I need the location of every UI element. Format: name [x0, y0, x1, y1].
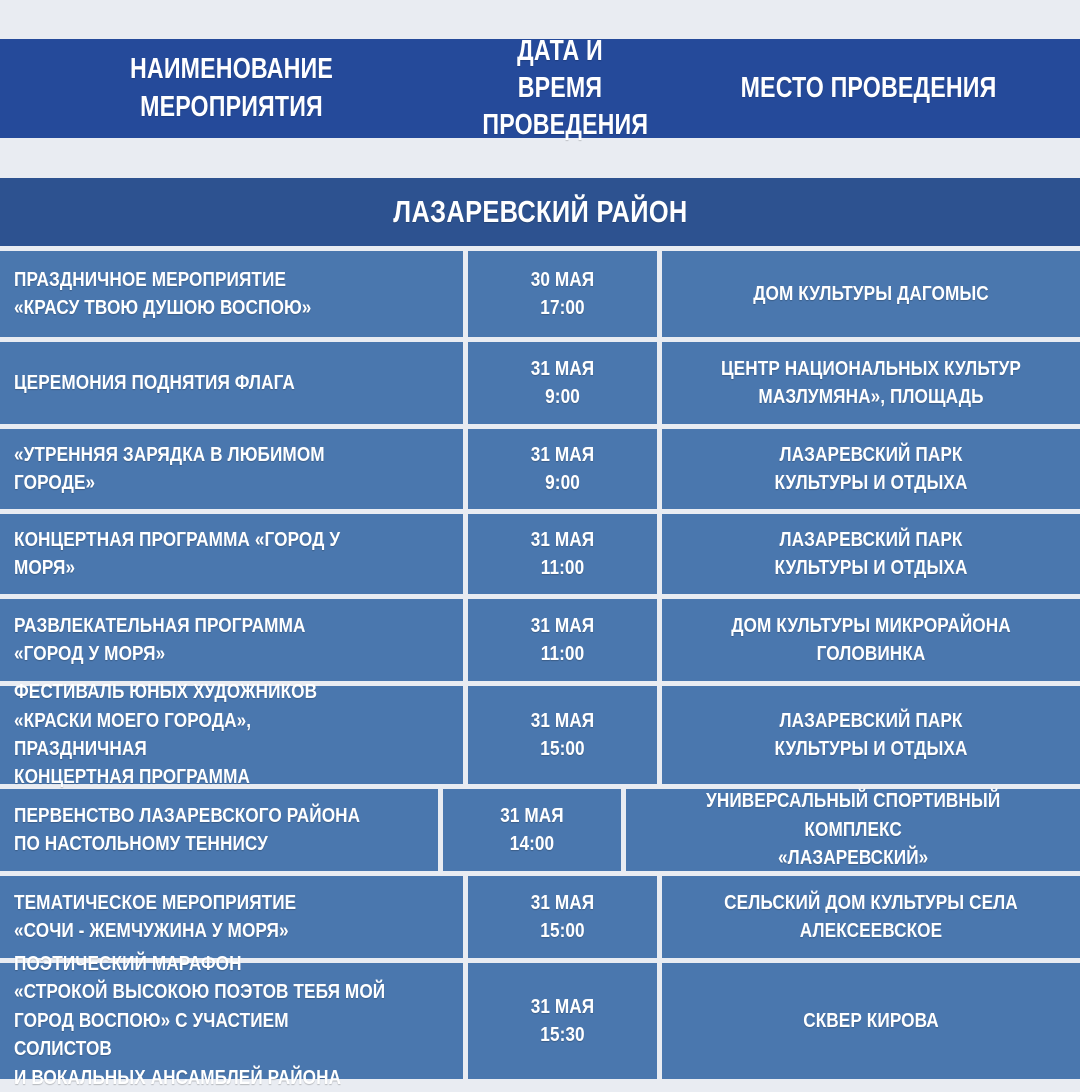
event-name-text: ПОЭТИЧЕСКИЙ МАРАФОН «СТРОКОЙ ВЫСОКОЮ ПОЭ… — [14, 953, 386, 1089]
event-venue-cell: ЛАЗАРЕВСКИЙ ПАРК КУЛЬТУРЫ И ОТДЫХА — [662, 429, 1080, 509]
event-date-text: 31 МАЯ 15:00 — [530, 891, 595, 942]
event-date-cell: 31 МАЯ 9:00 — [468, 429, 657, 509]
table-row: РАЗВЛЕКАТЕЛЬНАЯ ПРОГРАММА «ГОРОД У МОРЯ»… — [0, 594, 1080, 681]
column-header-event-name: НАИМЕНОВАНИЕ МЕРОПРИЯТИЯ — [130, 53, 333, 123]
event-name-text: ПЕРВЕНСТВО ЛАЗАРЕВСКОГО РАЙОНА ПО НАСТОЛ… — [14, 804, 361, 855]
event-date-text: 31 МАЯ 9:00 — [530, 443, 595, 494]
column-header-venue: МЕСТО ПРОВЕДЕНИЯ — [740, 71, 997, 104]
section-header-lazarevsky-district: ЛАЗАРЕВСКИЙ РАЙОН — [0, 178, 1080, 246]
section-title: ЛАЗАРЕВСКИЙ РАЙОН — [392, 194, 688, 229]
event-name-cell: ПРАЗДНИЧНОЕ МЕРОПРИЯТИЕ «КРАСУ ТВОЮ ДУШО… — [0, 251, 463, 337]
header-spacer — [0, 138, 1080, 178]
event-venue-cell: ЛАЗАРЕВСКИЙ ПАРК КУЛЬТУРЫ И ОТДЫХА — [662, 514, 1080, 594]
event-venue-text: ЛАЗАРЕВСКИЙ ПАРК КУЛЬТУРЫ И ОТДЫХА — [774, 443, 968, 494]
event-date-text: 31 МАЯ 15:00 — [530, 709, 595, 760]
event-name-text: ФЕСТИВАЛЬ ЮНЫХ ХУДОЖНИКОВ «КРАСКИ МОЕГО … — [14, 681, 318, 789]
event-venue-text: ЛАЗАРЕВСКИЙ ПАРК КУЛЬТУРЫ И ОТДЫХА — [774, 709, 968, 760]
event-name-text: КОНЦЕРТНАЯ ПРОГРАММА «ГОРОД У МОРЯ» — [14, 528, 341, 579]
event-venue-cell: СЕЛЬСКИЙ ДОМ КУЛЬТУРЫ СЕЛА АЛЕКСЕЕВСКОЕ — [662, 876, 1080, 958]
event-name-cell: ПЕРВЕНСТВО ЛАЗАРЕВСКОГО РАЙОНА ПО НАСТОЛ… — [0, 789, 438, 871]
event-venue-text: ЦЕНТР НАЦИОНАЛЬНЫХ КУЛЬТУР МАЗЛУМЯНА», П… — [721, 357, 1021, 408]
table-row: ПЕРВЕНСТВО ЛАЗАРЕВСКОГО РАЙОНА ПО НАСТОЛ… — [0, 784, 1080, 871]
table-column-header: НАИМЕНОВАНИЕ МЕРОПРИЯТИЯ ДАТА И ВРЕМЯ ПР… — [0, 35, 1080, 141]
event-venue-text: СКВЕР КИРОВА — [803, 1009, 939, 1032]
table-row: ТЕМАТИЧЕСКОЕ МЕРОПРИЯТИЕ «СОЧИ - ЖЕМЧУЖИ… — [0, 871, 1080, 958]
event-date-text: 31 МАЯ 9:00 — [530, 357, 595, 408]
events-table-body: ПРАЗДНИЧНОЕ МЕРОПРИЯТИЕ «КРАСУ ТВОЮ ДУШО… — [0, 246, 1080, 1089]
event-venue-text: УНИВЕРСАЛЬНЫЙ СПОРТИВНЫЙ КОМПЛЕКС «ЛАЗАР… — [705, 790, 1000, 870]
event-date-cell: 31 МАЯ 11:00 — [468, 599, 657, 681]
event-date-cell: 31 МАЯ 11:00 — [468, 514, 657, 594]
event-name-cell: ФЕСТИВАЛЬ ЮНЫХ ХУДОЖНИКОВ «КРАСКИ МОЕГО … — [0, 681, 463, 788]
event-venue-cell: ДОМ КУЛЬТУРЫ ДАГОМЫС — [662, 251, 1080, 337]
event-date-text: 31 МАЯ 14:00 — [499, 804, 564, 855]
event-name-text: ЦЕРЕМОНИЯ ПОДНЯТИЯ ФЛАГА — [14, 371, 295, 394]
event-date-cell: 31 МАЯ 15:00 — [468, 686, 657, 784]
event-name-cell: ТЕМАТИЧЕСКОЕ МЕРОПРИЯТИЕ «СОЧИ - ЖЕМЧУЖИ… — [0, 876, 463, 958]
event-venue-cell: ЛАЗАРЕВСКИЙ ПАРК КУЛЬТУРЫ И ОТДЫХА — [662, 686, 1080, 784]
event-date-cell: 31 МАЯ 15:30 — [468, 963, 657, 1079]
event-name-cell: «УТРЕННЯЯ ЗАРЯДКА В ЛЮБИМОМ ГОРОДЕ» — [0, 429, 463, 509]
event-venue-text: ЛАЗАРЕВСКИЙ ПАРК КУЛЬТУРЫ И ОТДЫХА — [774, 528, 968, 579]
table-row: ПРАЗДНИЧНОЕ МЕРОПРИЯТИЕ «КРАСУ ТВОЮ ДУШО… — [0, 246, 1080, 337]
table-row: ПОЭТИЧЕСКИЙ МАРАФОН «СТРОКОЙ ВЫСОКОЮ ПОЭ… — [0, 953, 1080, 1089]
event-name-text: ПРАЗДНИЧНОЕ МЕРОПРИЯТИЕ «КРАСУ ТВОЮ ДУШО… — [14, 268, 312, 319]
event-name-cell: ЦЕРЕМОНИЯ ПОДНЯТИЯ ФЛАГА — [0, 342, 463, 424]
event-venue-text: СЕЛЬСКИЙ ДОМ КУЛЬТУРЫ СЕЛА АЛЕКСЕЕВСКОЕ — [724, 891, 1018, 942]
event-date-cell: 31 МАЯ 9:00 — [468, 342, 657, 424]
column-header-date-time: ДАТА И ВРЕМЯ ПРОВЕДЕНИЯ — [482, 34, 649, 142]
event-name-text: ТЕМАТИЧЕСКОЕ МЕРОПРИЯТИЕ «СОЧИ - ЖЕМЧУЖИ… — [14, 891, 297, 942]
event-venue-cell: СКВЕР КИРОВА — [662, 963, 1080, 1079]
event-name-cell: КОНЦЕРТНАЯ ПРОГРАММА «ГОРОД У МОРЯ» — [0, 514, 463, 594]
event-venue-text: ДОМ КУЛЬТУРЫ ДАГОМЫС — [753, 282, 989, 305]
event-date-text: 31 МАЯ 15:30 — [530, 995, 595, 1046]
table-row: «УТРЕННЯЯ ЗАРЯДКА В ЛЮБИМОМ ГОРОДЕ» 31 М… — [0, 424, 1080, 509]
event-venue-cell: УНИВЕРСАЛЬНЫЙ СПОРТИВНЫЙ КОМПЛЕКС «ЛАЗАР… — [625, 789, 1080, 871]
event-name-cell: РАЗВЛЕКАТЕЛЬНАЯ ПРОГРАММА «ГОРОД У МОРЯ» — [0, 599, 463, 681]
event-date-text: 30 МАЯ 17:00 — [530, 268, 595, 319]
event-date-text: 31 МАЯ 11:00 — [530, 614, 595, 665]
event-name-text: «УТРЕННЯЯ ЗАРЯДКА В ЛЮБИМОМ ГОРОДЕ» — [14, 443, 325, 494]
event-venue-cell: ДОМ КУЛЬТУРЫ МИКРОРАЙОНА ГОЛОВИНКА — [662, 599, 1080, 681]
event-date-cell: 30 МАЯ 17:00 — [468, 251, 657, 337]
event-date-cell: 31 МАЯ 15:00 — [468, 876, 657, 958]
event-venue-text: ДОМ КУЛЬТУРЫ МИКРОРАЙОНА ГОЛОВИНКА — [731, 614, 1011, 665]
table-row: КОНЦЕРТНАЯ ПРОГРАММА «ГОРОД У МОРЯ» 31 М… — [0, 509, 1080, 594]
event-date-cell: 31 МАЯ 14:00 — [442, 789, 621, 871]
event-date-text: 31 МАЯ 11:00 — [530, 528, 595, 579]
event-name-cell: ПОЭТИЧЕСКИЙ МАРАФОН «СТРОКОЙ ВЫСОКОЮ ПОЭ… — [0, 953, 463, 1089]
event-venue-cell: ЦЕНТР НАЦИОНАЛЬНЫХ КУЛЬТУР МАЗЛУМЯНА», П… — [662, 342, 1080, 424]
table-row: ЦЕРЕМОНИЯ ПОДНЯТИЯ ФЛАГА 31 МАЯ 9:00 ЦЕН… — [0, 337, 1080, 424]
table-row: ФЕСТИВАЛЬ ЮНЫХ ХУДОЖНИКОВ «КРАСКИ МОЕГО … — [0, 681, 1080, 788]
event-name-text: РАЗВЛЕКАТЕЛЬНАЯ ПРОГРАММА «ГОРОД У МОРЯ» — [14, 614, 306, 665]
